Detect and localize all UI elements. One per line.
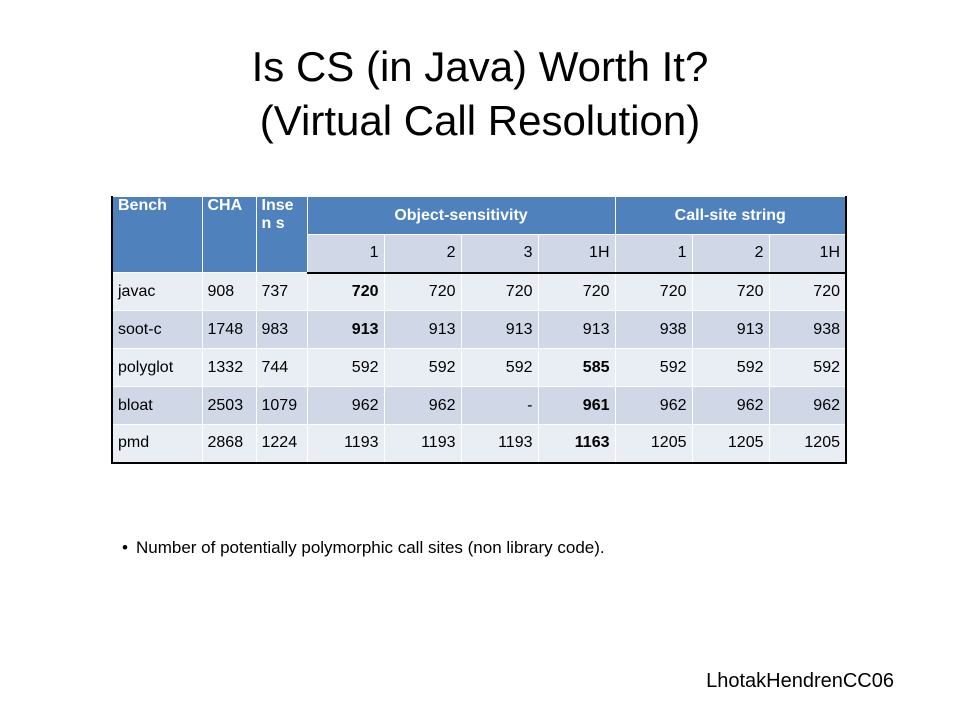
- value-cell: 913: [691, 310, 770, 349]
- cha-cell: 1332: [201, 348, 257, 387]
- subheader-row: 1 2 3 1H 1 2 1H: [112, 234, 847, 274]
- insens-cell: 1079: [255, 386, 308, 425]
- value-cell: 938: [768, 310, 847, 349]
- value-cell: 592: [306, 348, 385, 387]
- title-line-2: (Virtual Call Resolution): [259, 97, 701, 144]
- value-cell: 720: [537, 272, 616, 311]
- insens-cell: 744: [255, 348, 308, 387]
- value-cell: 1205: [768, 424, 847, 464]
- value-cell: 1205: [614, 424, 693, 464]
- bench-name-cell: bloat: [111, 386, 203, 425]
- value-cell: 1163: [537, 424, 616, 464]
- value-cell: 962: [768, 386, 847, 425]
- value-cell: 962: [614, 386, 693, 425]
- subheader-cell: 1: [614, 234, 693, 274]
- insens-cell: 1224: [255, 424, 308, 464]
- cha-cell: 2503: [201, 386, 257, 425]
- value-cell: 720: [614, 272, 693, 311]
- value-cell: 592: [460, 348, 539, 387]
- header-object-sensitivity: Object-sensitivity: [306, 196, 616, 235]
- table-row: polyglot 1332 744 592 592 592 585 592 592 592: [111, 348, 847, 387]
- header-row: Bench CHA Insen s Object-sensitivity Cal…: [111, 196, 847, 273]
- subheader-cell: 1H: [537, 234, 616, 274]
- table-row: pmd 2868 1224 1193 1193 1193 1163 1205 1205 1205: [111, 424, 847, 464]
- subheader-cell: 2: [383, 234, 462, 274]
- value-cell: 720: [383, 272, 462, 311]
- bullet-symbol: •: [122, 538, 128, 557]
- subheader-cell: 1: [306, 234, 385, 274]
- insens-cell: 983: [255, 310, 308, 349]
- subheader-cell: 3: [460, 234, 539, 274]
- value-cell: 592: [691, 348, 770, 387]
- value-cell: 913: [537, 310, 616, 349]
- header-cha: CHA: [201, 196, 257, 273]
- insens-cell: 737: [255, 272, 308, 311]
- bench-name-cell: soot-c: [111, 310, 203, 349]
- value-cell: 592: [614, 348, 693, 387]
- value-cell: 1193: [460, 424, 539, 464]
- header-call-site-string: Call-site string: [614, 196, 847, 235]
- value-cell: 592: [768, 348, 847, 387]
- table-row: bloat 2503 1079 962 962-961 962 962 962: [111, 386, 847, 425]
- table-body: javac 908 737 720 720 720 720 720 720 720 soot-c 17…: [111, 272, 847, 464]
- value-cell: 1193: [383, 424, 462, 464]
- cha-cell: 908: [201, 272, 257, 311]
- bullet-note: • Number of potentially polymorphic call …: [122, 536, 605, 560]
- value-cell: -: [460, 386, 539, 425]
- value-cell: 585: [537, 348, 616, 387]
- value-cell: 720: [691, 272, 770, 311]
- value-cell: 913: [306, 310, 385, 349]
- value-cell: 1205: [691, 424, 770, 464]
- value-cell: 1193: [306, 424, 385, 464]
- value-cell: 962: [691, 386, 770, 425]
- value-cell: 913: [460, 310, 539, 349]
- citation-credit: LhotakHendrenCC06: [706, 670, 894, 692]
- value-cell: 720: [460, 272, 539, 311]
- cha-cell: 2868: [201, 424, 257, 464]
- bench-name-cell: polyglot: [111, 348, 203, 387]
- table-row: soot-c 1748 983 913 913 913 913 938 913 938: [111, 310, 847, 349]
- subheader-cell: 2: [691, 234, 770, 274]
- value-cell: 592: [383, 348, 462, 387]
- cha-cell: 1748: [201, 310, 257, 349]
- value-cell: 938: [614, 310, 693, 349]
- slide-title: Is CS (in Java) Worth It? (Virtual Call …: [0, 40, 960, 148]
- bench-name-cell: javac: [111, 272, 203, 311]
- header-insens: Insen s: [255, 196, 308, 273]
- value-cell: 720: [306, 272, 385, 311]
- subheader-cell: 1H: [768, 234, 847, 274]
- bullet-text: Number of potentially polymorphic call s…: [136, 538, 605, 557]
- bench-name-cell: pmd: [111, 424, 203, 464]
- results-table: Bench CHA Insen s Object-sensitivity Cal…: [111, 196, 847, 464]
- value-cell: 962: [306, 386, 385, 425]
- title-line-1: Is CS (in Java) Worth It?: [251, 43, 709, 90]
- header-bench: Bench: [111, 196, 203, 273]
- value-cell: 720: [768, 272, 847, 311]
- table-row: javac 908 737 720 720 720 720 720 720 720: [111, 272, 847, 311]
- value-cell: 961: [537, 386, 616, 425]
- value-cell: 913: [383, 310, 462, 349]
- value-cell: 962: [383, 386, 462, 425]
